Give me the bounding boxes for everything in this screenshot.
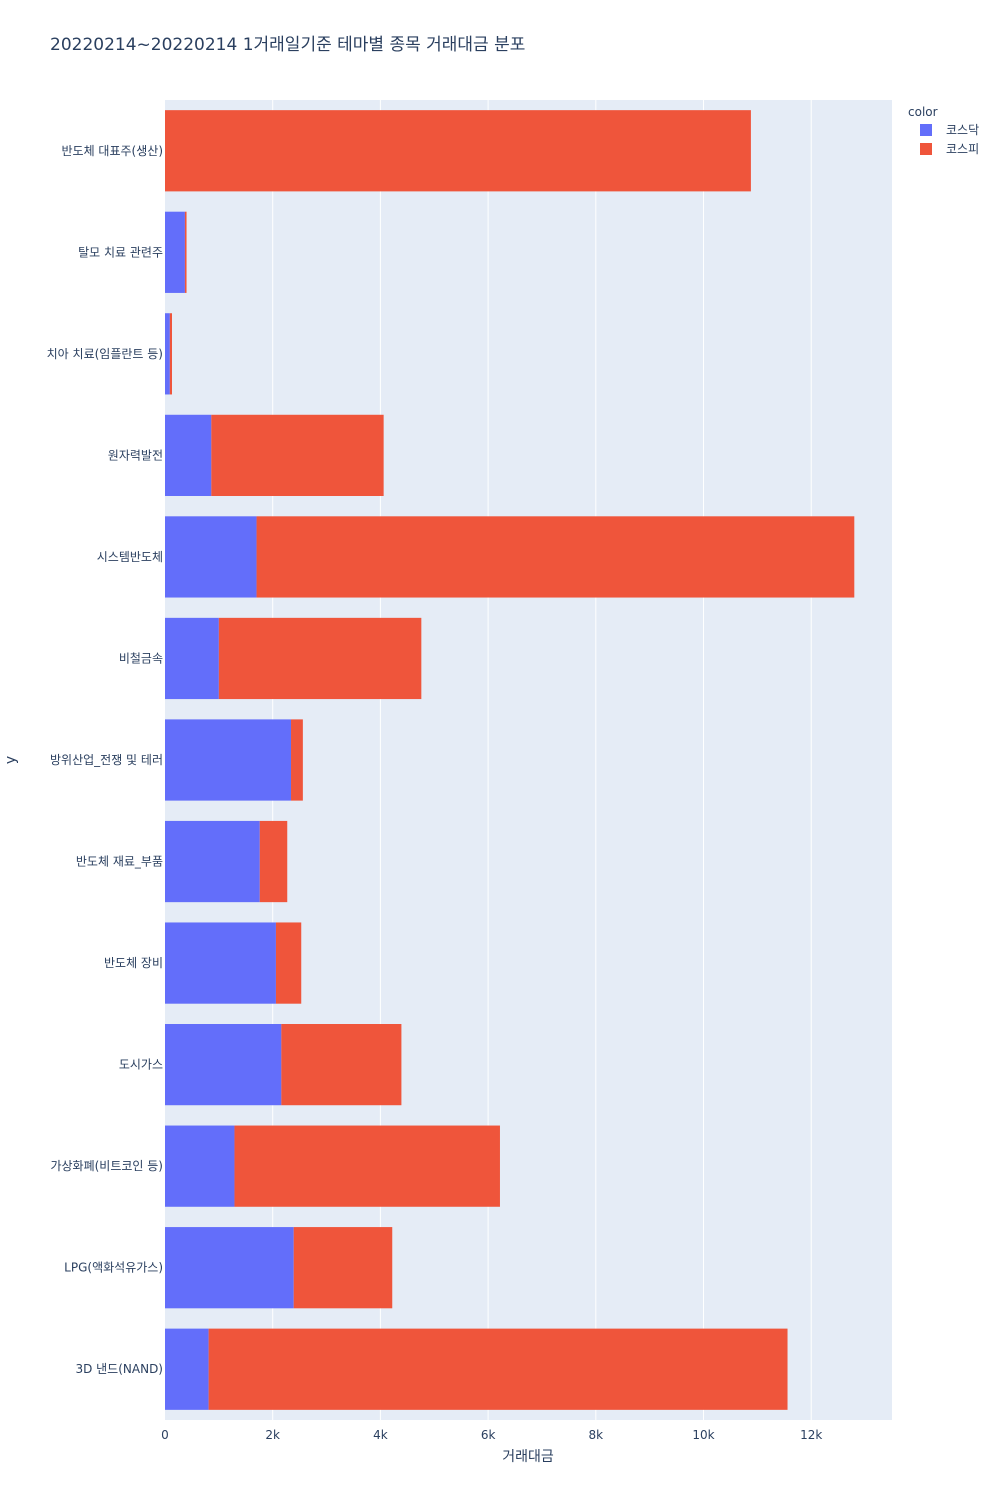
y-tick-label: 3D 낸드(NAND) [75, 1362, 163, 1376]
y-tick-label: 방위산업_전쟁 및 테러 [50, 753, 163, 767]
bar-kosdaq[interactable] [165, 211, 185, 293]
legend-label[interactable]: 코스피 [946, 142, 979, 156]
bar-kosdaq[interactable] [165, 1227, 294, 1309]
x-tick-label: 2k [265, 1428, 280, 1442]
bar-kosdaq[interactable] [165, 820, 260, 903]
grid-lines [272, 100, 812, 1420]
bar-kospi[interactable] [169, 313, 173, 395]
bar-kosdaq[interactable] [165, 516, 257, 598]
bar-kosdaq[interactable] [165, 1125, 235, 1207]
bar-kosdaq[interactable] [165, 313, 170, 395]
bar-kosdaq[interactable] [165, 1024, 282, 1106]
y-tick-label: 비철금속 [119, 651, 163, 665]
bar-kospi[interactable] [293, 1227, 393, 1309]
bar-kosdaq[interactable] [165, 414, 212, 496]
y-axis-title: y [3, 756, 19, 764]
bar-kospi[interactable] [208, 1328, 788, 1410]
x-tick-labels: 0 2k 4k 6k 8k 10k 12k [161, 1428, 822, 1442]
bar-kospi[interactable] [234, 1125, 500, 1207]
y-tick-label: LPG(액화석유가스) [64, 1261, 163, 1275]
bars [165, 110, 855, 1410]
chart-title: 20220214~20220214 1거래일기준 테마별 종목 거래대금 분포 [50, 35, 525, 55]
bar-kospi[interactable] [165, 110, 751, 192]
bar-kosdaq[interactable] [165, 922, 276, 1004]
y-tick-label: 시스템반도체 [97, 550, 163, 564]
bar-kospi[interactable] [184, 211, 187, 293]
x-axis-title: 거래대금 [502, 1449, 554, 1465]
bar-kospi[interactable] [275, 922, 302, 1004]
y-tick-label: 반도체 장비 [104, 956, 163, 970]
legend-swatch[interactable] [920, 124, 932, 136]
bar-kosdaq[interactable] [165, 617, 219, 700]
x-tick-label: 4k [373, 1428, 388, 1442]
legend-swatch[interactable] [920, 143, 932, 155]
legend-title: color [908, 105, 938, 119]
y-tick-label: 가상화폐(비트코인 등) [50, 1159, 163, 1173]
x-tick-label: 6k [481, 1428, 496, 1442]
bar-kospi[interactable] [291, 719, 303, 801]
x-tick-label: 10k [692, 1428, 714, 1442]
bar-kospi[interactable] [256, 516, 855, 598]
y-tick-label: 반도체 대표주(생산) [62, 144, 164, 158]
y-tick-label: 반도체 재료_부품 [76, 855, 163, 869]
legend-label[interactable]: 코스닥 [946, 123, 979, 137]
x-tick-label: 0 [161, 1428, 169, 1442]
bar-kospi[interactable] [281, 1024, 402, 1106]
bar-kospi[interactable] [259, 820, 288, 903]
bar-kosdaq[interactable] [165, 1328, 209, 1410]
y-tick-label: 원자력발전 [108, 448, 163, 462]
bar-kospi[interactable] [211, 414, 384, 496]
x-tick-label: 12k [800, 1428, 822, 1442]
y-tick-label: 도시가스 [119, 1058, 163, 1072]
bar-kosdaq[interactable] [165, 719, 292, 801]
y-tick-label: 치아 치료(임플란트 등) [47, 347, 163, 361]
bar-kospi[interactable] [218, 617, 422, 700]
x-tick-label: 8k [589, 1428, 604, 1442]
y-tick-label: 탈모 치료 관련주 [78, 245, 163, 259]
